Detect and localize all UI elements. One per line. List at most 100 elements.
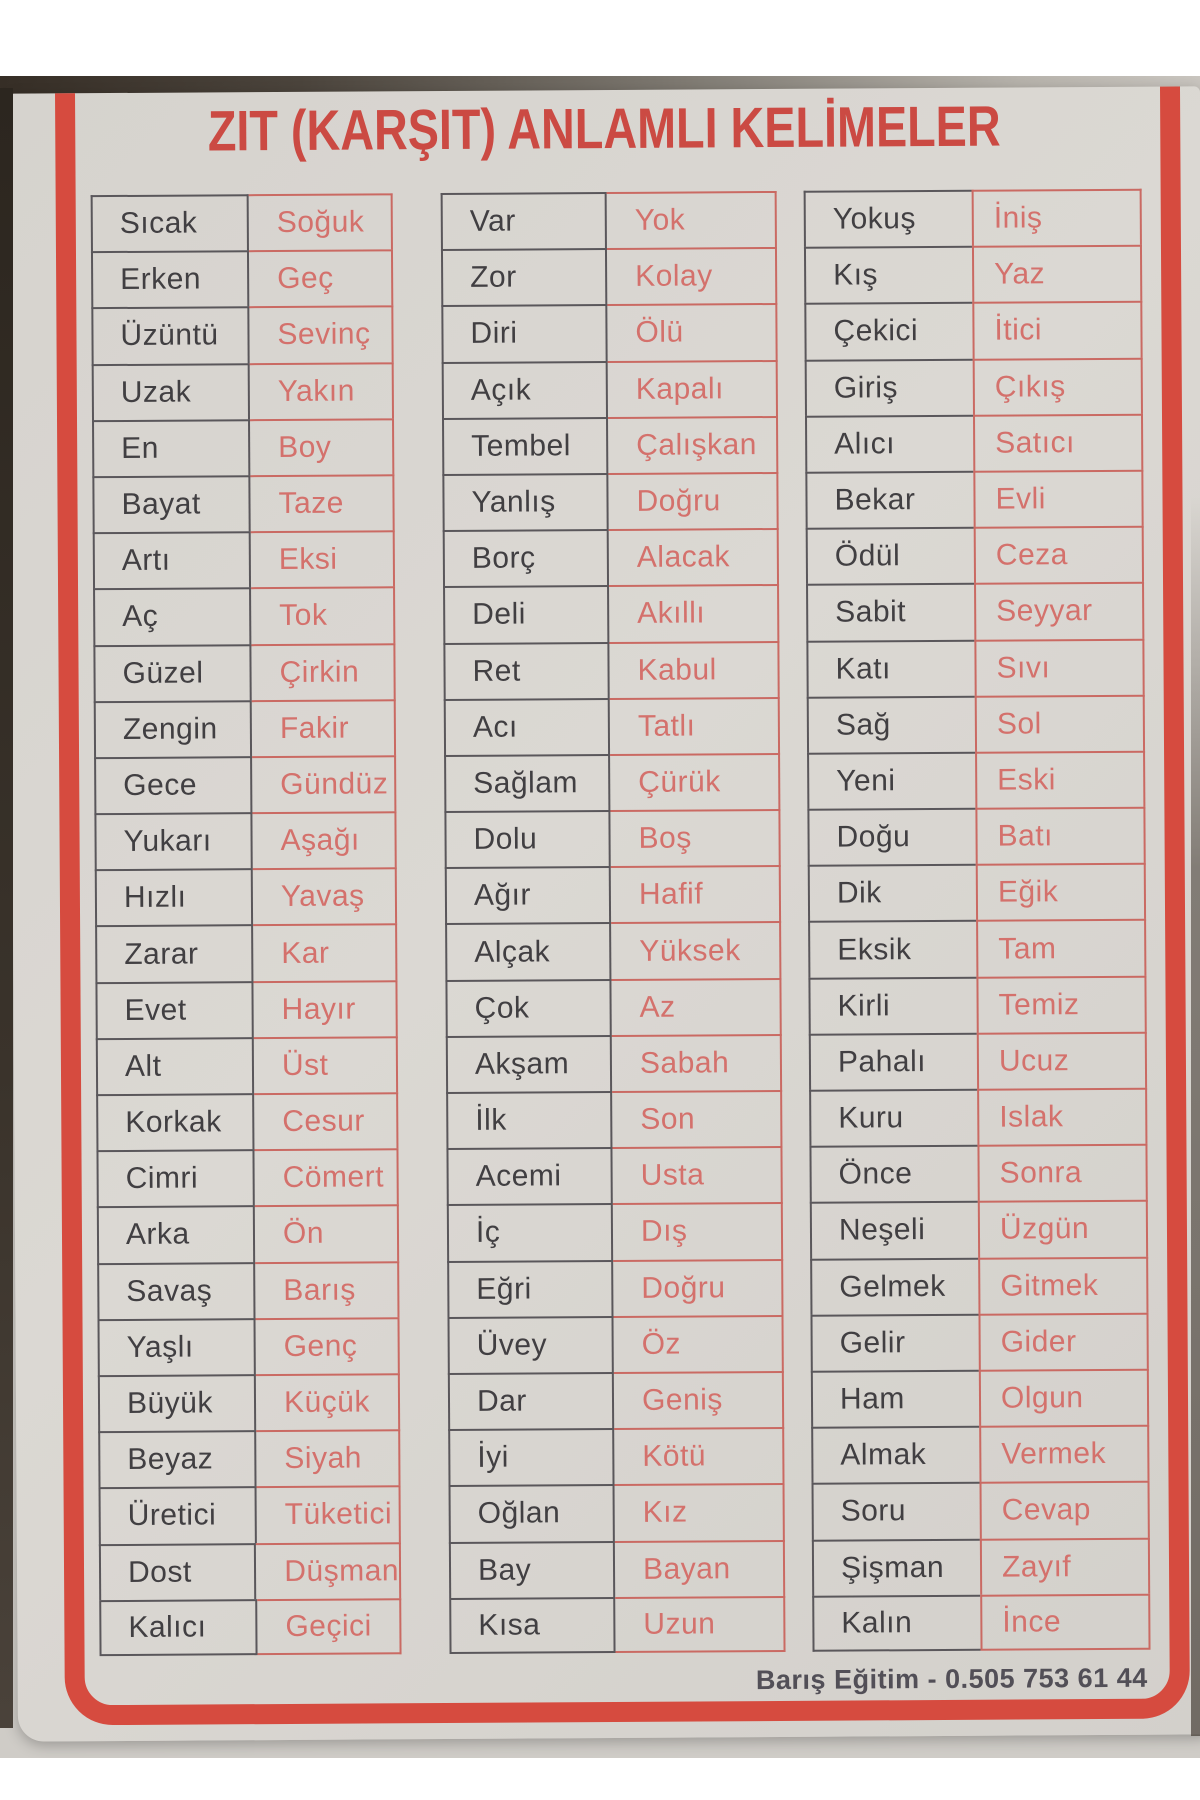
antonym-cell: Gündüz: [252, 755, 397, 813]
table-row: Zengin Fakir: [93, 698, 397, 758]
antonym-cell: Öz: [613, 1314, 784, 1372]
antonym-cell: Sol: [974, 694, 1146, 752]
table-row: Soru Cevap: [811, 1481, 1150, 1540]
word-cell: Soru: [811, 1482, 980, 1540]
antonym-cell: Fakir: [251, 698, 397, 757]
table-row: Yanlış Doğru: [442, 471, 779, 531]
table-row: Alçak Yüksek: [445, 921, 782, 980]
word-cell: Acı: [443, 697, 611, 755]
word-cell: Güzel: [93, 643, 252, 701]
word-cell: Neşeli: [809, 1201, 979, 1259]
table-row: Çekici İtici: [804, 301, 1143, 360]
antonym-cell: Gider: [978, 1312, 1149, 1370]
table-row: Büyük Küçük: [97, 1373, 401, 1432]
antonym-cell: Çürük: [610, 752, 781, 811]
word-cell: Yaşlı: [97, 1317, 256, 1376]
antonym-table-left: Sıcak Soğuk Erken Geç Üzüntü Sevinç Uzak Yakın E…: [90, 193, 402, 1657]
word-cell: Bay: [448, 1540, 616, 1598]
word-cell: Akşam: [445, 1034, 613, 1093]
word-cell: Kış: [803, 245, 973, 304]
antonym-cell: Alacak: [608, 528, 780, 586]
antonym-cell: Geniş: [613, 1370, 785, 1429]
antonym-cell: Küçük: [255, 1373, 401, 1431]
table-row: Ödül Ceza: [805, 525, 1145, 585]
table-row: Diri Ölü: [441, 303, 778, 362]
table-row: Ret Kabul: [443, 640, 780, 699]
antonym-cell: Kapalı: [607, 359, 778, 417]
antonym-cell: Sonra: [977, 1143, 1148, 1202]
word-cell: Eksik: [808, 920, 977, 978]
antonym-cell: Siyah: [256, 1429, 401, 1487]
table-row: Almak Vermek: [811, 1424, 1150, 1484]
antonym-cell: Bayan: [614, 1539, 786, 1597]
word-cell: Kısa: [449, 1596, 616, 1654]
table-row: Kuru Islak: [809, 1087, 1148, 1146]
antonym-table-middle: Var Yok Zor Kolay Diri Ölü Açık Kapalı Tembel Çal…: [440, 190, 786, 1654]
antonym-cell: Üzgün: [977, 1200, 1149, 1258]
table-row: Kirli Temiz: [808, 975, 1147, 1034]
word-cell: Var: [440, 192, 607, 250]
table-row: Hızlı Yavaş: [94, 867, 398, 926]
word-cell: Zarar: [95, 924, 254, 982]
antonym-cell: Yok: [606, 190, 777, 249]
table-row: Güzel Çirkin: [93, 642, 396, 701]
word-cell: Çekici: [804, 302, 973, 360]
poster-photo: ZIT (KARŞIT) ANLAMLI KELİMELER Sıcak Soğu…: [0, 76, 1200, 1758]
antonym-cell: Genç: [255, 1317, 400, 1375]
antonym-cell: Üst: [253, 1036, 399, 1094]
antonym-cell: Doğru: [608, 471, 779, 530]
table-row: Giriş Çıkış: [804, 357, 1143, 416]
antonym-cell: Tok: [251, 586, 396, 644]
antonym-cell: Yavaş: [252, 867, 398, 925]
table-row: Erken Geç: [90, 249, 394, 308]
table-row: En Boy: [92, 418, 395, 477]
antonym-cell: Yüksek: [611, 921, 782, 979]
table-row: Zarar Kar: [95, 923, 398, 982]
table-row: Üzüntü Sevinç: [91, 305, 394, 364]
antonym-cell: Aşağı: [252, 811, 397, 869]
table-row: Doğu Batı: [807, 806, 1146, 866]
antonym-cell: Cömert: [254, 1148, 399, 1206]
antonym-cell: Eski: [975, 750, 1146, 808]
word-cell: Erken: [90, 250, 250, 308]
table-row: Aç Tok: [93, 586, 396, 645]
table-row: Neşeli Üzgün: [809, 1200, 1149, 1259]
antonym-cell: Hayır: [253, 979, 398, 1037]
table-row: Önce Sonra: [809, 1143, 1148, 1203]
table-row: Kısa Uzun: [449, 1595, 786, 1654]
table-row: Ham Olgun: [810, 1368, 1150, 1427]
word-cell: Artı: [92, 531, 252, 589]
word-cell: Alçak: [445, 922, 612, 980]
antonym-cell: Doğru: [613, 1258, 784, 1316]
table-row: Şişman Zayıf: [811, 1537, 1151, 1596]
word-cell: Pahalı: [808, 1032, 978, 1090]
word-cell: Üvey: [447, 1315, 614, 1373]
antonym-cell: Tam: [976, 919, 1147, 977]
word-cell: Uzak: [91, 362, 251, 420]
table-row: Yeni Eski: [807, 750, 1146, 809]
word-cell: Gelmek: [810, 1257, 979, 1315]
table-row: Açık Kapalı: [441, 359, 778, 418]
word-cell: Borç: [442, 529, 610, 587]
word-cell: Ağır: [444, 866, 612, 924]
antonym-cell: Tatlı: [609, 696, 781, 754]
antonym-cell: Ön: [254, 1204, 400, 1262]
antonym-cell: Seyyar: [974, 582, 1145, 640]
word-cell: Alıcı: [804, 414, 974, 472]
table-row: Bayat Taze: [92, 474, 395, 533]
word-cell: Önce: [809, 1144, 978, 1203]
table-row: Zor Kolay: [440, 247, 778, 306]
antonym-cell: Olgun: [978, 1368, 1150, 1426]
word-cell: Gece: [94, 756, 253, 814]
word-cell: Dolu: [444, 810, 611, 868]
table-row: Üretici Tüketici: [98, 1485, 401, 1544]
antonym-cell: Boy: [250, 418, 395, 476]
table-row: Bay Bayan: [448, 1539, 786, 1598]
table-row: Artı Eksi: [92, 530, 396, 589]
word-cell: Üretici: [98, 1486, 257, 1544]
word-cell: Giriş: [804, 358, 973, 416]
table-row: İyi Kötü: [448, 1427, 785, 1486]
word-cell: Aç: [93, 587, 252, 645]
table-row: Gelir Gider: [810, 1312, 1149, 1371]
table-row: Deli Akıllı: [443, 584, 780, 643]
